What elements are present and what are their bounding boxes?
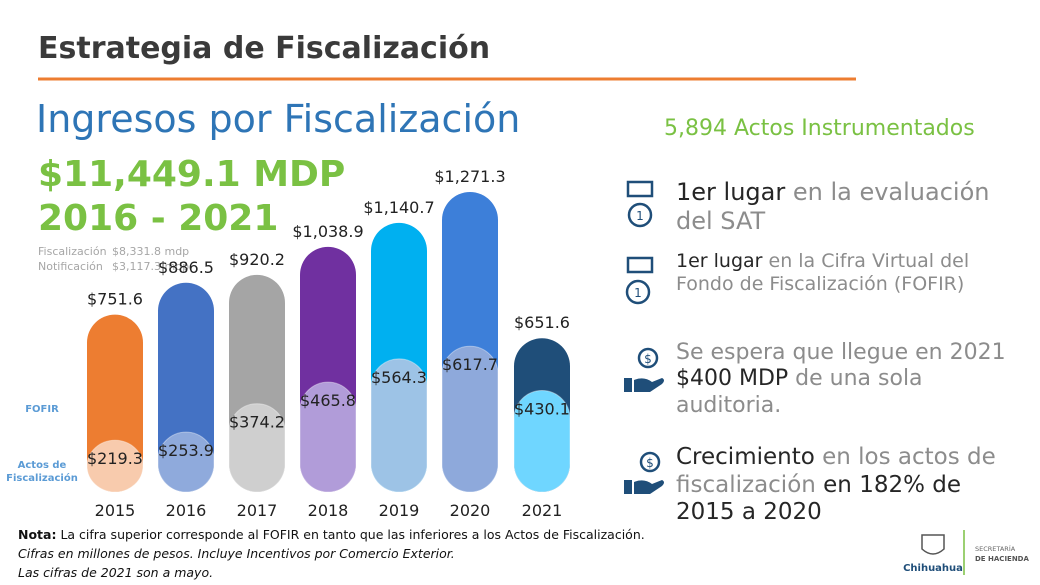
actos-bar xyxy=(86,439,144,493)
period: 2016 - 2021 xyxy=(38,198,278,239)
actos: 5,894 Actos Instrumentados xyxy=(664,116,975,141)
highlight-text: Se espera que llegue en 2021 xyxy=(676,340,1006,365)
highlight: Crecimiento en los actos de fiscalizació… xyxy=(676,444,1016,527)
fofir-label: $1,271.3 xyxy=(434,167,505,186)
slide-title: Estrategia de Fiscalización xyxy=(38,31,490,66)
note-text: Cifras en millones de pesos. Incluye Inc… xyxy=(18,546,455,561)
highlight-text: en la evaluación del SAT xyxy=(676,178,990,235)
logo-name: Chihuahua xyxy=(903,563,963,574)
highlight-text: 1er lugar xyxy=(676,250,763,272)
medal-icon: 1 xyxy=(625,256,654,305)
hand-coin-icon: $ xyxy=(624,347,664,392)
actos-bar xyxy=(513,390,571,493)
total: $11,449.1 MDP xyxy=(38,154,345,195)
actos-bar xyxy=(228,403,286,493)
actos-label: $564.3 xyxy=(371,368,427,387)
fofir-label: $1,038.9 xyxy=(292,222,363,241)
logo-shield xyxy=(921,534,945,555)
actos-bar xyxy=(157,431,215,493)
x-tick-label: 2020 xyxy=(450,501,491,520)
svg-text:1: 1 xyxy=(634,286,642,300)
actos-label: $253.9 xyxy=(158,441,214,460)
highlight-text: de una sola auditoria. xyxy=(676,366,923,418)
actos-label: $430.1 xyxy=(514,400,570,419)
subtitle: Ingresos por Fiscalización xyxy=(36,97,520,141)
highlight-text: 1er lugar xyxy=(676,178,786,206)
logo-dept: DE HACIENDA xyxy=(975,555,1029,563)
x-tick-label: 2015 xyxy=(95,501,136,520)
breakdown-value: $8,331.8 mdp xyxy=(112,245,189,258)
highlight: 1er lugar en la Cifra Virtual del Fondo … xyxy=(676,250,1016,296)
legend-label: FOFIR xyxy=(25,404,59,415)
note-line: Cifras en millones de pesos. Incluye Inc… xyxy=(18,546,455,561)
breakdown-label: Notificación xyxy=(38,260,103,273)
fofir-label: $651.6 xyxy=(514,313,570,332)
actos-label: $219.3 xyxy=(87,449,143,468)
highlight: 1er lugar en la evaluación del SAT xyxy=(676,178,1016,236)
medal-icon: 1 xyxy=(626,180,654,228)
actos-label: $465.8 xyxy=(300,391,356,410)
note-text: Nota: xyxy=(18,527,57,542)
highlight-text: en la Cifra Virtual del Fondo de Fiscali… xyxy=(676,250,970,295)
fofir-label: $1,140.7 xyxy=(363,198,434,217)
logo-dept: SECRETARÍA xyxy=(975,544,1016,553)
x-tick-label: 2016 xyxy=(166,501,207,520)
x-tick-label: 2017 xyxy=(237,501,278,520)
highlight: Se espera que llegue en 2021 $400 MDP de… xyxy=(676,340,1016,419)
actos-bar xyxy=(441,345,499,493)
fofir-label: $886.5 xyxy=(158,258,214,277)
svg-text:$: $ xyxy=(644,352,652,366)
note-text: La cifra superior corresponde al FOFIR e… xyxy=(56,527,645,542)
x-tick-label: 2019 xyxy=(379,501,420,520)
fofir-label: $751.6 xyxy=(87,290,143,309)
actos-label: $617.7 xyxy=(442,355,498,374)
fofir-label: $920.2 xyxy=(229,250,285,269)
note-line: Nota: La cifra superior corresponde al F… xyxy=(18,527,645,542)
note-text: Las cifras de 2021 son a mayo. xyxy=(18,565,214,580)
hand-coin-icon: $ xyxy=(624,451,664,494)
legend-label: Actos de Fiscalización xyxy=(6,460,78,484)
highlight-text: en 182% de 2015 a 2020 xyxy=(676,471,962,526)
actos-label: $374.2 xyxy=(229,413,285,432)
highlight-text: Crecimiento xyxy=(676,444,815,470)
x-tick-label: 2018 xyxy=(308,501,349,520)
x-tick-label: 2021 xyxy=(522,501,563,520)
svg-text:1: 1 xyxy=(636,209,644,223)
svg-text:$: $ xyxy=(646,456,654,470)
actos-bar xyxy=(370,358,428,493)
highlight-text: $400 MDP xyxy=(676,366,789,392)
breakdown-value: $3,117.3 mdp xyxy=(112,260,189,273)
breakdown-label: Fiscalización xyxy=(38,245,107,258)
highlight-text: en los actos de fiscalización xyxy=(676,444,996,498)
note-line: Las cifras de 2021 son a mayo. xyxy=(18,565,213,580)
actos-bar xyxy=(299,381,357,493)
